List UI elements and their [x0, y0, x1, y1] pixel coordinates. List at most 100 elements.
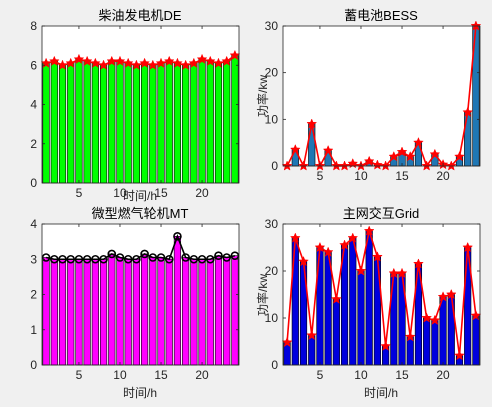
bar-mt-9: [108, 253, 116, 366]
marker-de-23: [221, 55, 233, 66]
marker-mt-19: [189, 254, 199, 264]
bar-de-20: [198, 59, 206, 184]
y-tick-label-mt-2: 2: [30, 288, 37, 302]
bar-grid-12: [373, 256, 381, 366]
chart-title-grid: 主网交互Grid: [343, 206, 420, 221]
marker-mt-8: [99, 254, 108, 264]
x-tick-label-bess-20: 20: [436, 169, 450, 183]
bar-mt-3: [58, 258, 67, 366]
bar-de-7: [91, 62, 99, 184]
bar-mt-7: [91, 258, 99, 366]
bar-grid-19: [431, 320, 439, 366]
marker-bess-18: [421, 160, 433, 171]
marker-de-11: [122, 57, 134, 68]
marker-mt-16: [164, 254, 174, 264]
marker-mt-3: [58, 254, 67, 264]
bar-grid-9: [349, 237, 357, 366]
marker-bess-16: [404, 150, 416, 162]
marker-bess-13: [380, 160, 391, 171]
bar-mt-14: [149, 257, 157, 366]
marker-mt-1: [41, 253, 51, 262]
marker-mt-4: [66, 254, 76, 264]
chart-bess: 蓄电池BESS 5 10 15 20 0 10 20 30 功率/kw: [255, 8, 482, 183]
bar-de-5: [75, 59, 83, 184]
bar-mt-2: [50, 258, 58, 366]
chart-de: 柴油发电机DE 5 10 15 20 0 2 4 6 8 时间/h: [30, 8, 241, 203]
bar-grid-4: [308, 335, 316, 366]
x-tick-label-bess-10: 10: [354, 169, 368, 183]
marker-mt-24: [230, 251, 240, 261]
bar-de-14: [149, 64, 157, 184]
y-tick-label-mt-0: 0: [30, 358, 37, 372]
bar-de-24: [231, 55, 239, 184]
marker-de-6: [81, 55, 93, 66]
marker-mt-5: [74, 254, 84, 264]
marker-grid-23: [462, 241, 474, 253]
y-axis-label-grid: 功率/kw: [255, 274, 270, 316]
marker-de-8: [98, 59, 109, 70]
marker-mt-9: [107, 249, 117, 259]
marker-grid-2: [289, 232, 301, 243]
bar-de-19: [190, 62, 198, 184]
y-tick-label-bess-0: 0: [271, 159, 278, 173]
marker-de-2: [48, 55, 60, 66]
bar-mt-24: [231, 255, 239, 366]
marker-bess-8: [339, 160, 350, 171]
axes-frame-grid: [282, 223, 481, 366]
y-tick-label-bess-30: 30: [265, 19, 279, 33]
bar-de-3: [58, 64, 67, 184]
x-tick-label-grid-20: 20: [436, 368, 450, 382]
bar-de-10: [116, 61, 124, 184]
marker-bess-2: [289, 143, 301, 155]
marker-bess-22: [454, 150, 465, 162]
marker-mt-14: [148, 253, 158, 262]
y-tick-label-mt-4: 4: [30, 217, 37, 231]
marker-mt-18: [181, 253, 190, 262]
marker-grid-3: [298, 255, 309, 267]
marker-grid-12: [372, 251, 383, 262]
marker-de-5: [73, 53, 85, 64]
marker-de-16: [163, 55, 175, 66]
bar-mt-23: [223, 257, 231, 366]
bar-grid-16: [406, 336, 414, 366]
marker-mt-11: [123, 254, 133, 264]
bar-de-18: [182, 64, 190, 184]
bar-mt-19: [190, 258, 198, 366]
bar-mt-12: [132, 258, 140, 366]
axes-frame-bess: [282, 25, 481, 167]
y-axis-label-bess: 功率/kw: [255, 75, 270, 117]
marker-de-17: [172, 57, 183, 68]
bar-mt-4: [67, 258, 75, 366]
x-axis-label-grid: 时间/h: [364, 386, 398, 400]
marker-grid-18: [421, 312, 433, 323]
bar-de-11: [124, 62, 132, 184]
bar-grid-11: [365, 230, 373, 366]
bar-mt-6: [83, 258, 91, 366]
bar-de-6: [83, 61, 91, 184]
x-axis-label-mt: 时间/h: [123, 386, 157, 400]
bar-de-8: [99, 64, 108, 184]
bar-de-23: [223, 61, 231, 184]
y-tick-label-grid-30: 30: [265, 217, 279, 231]
marker-bess-19: [429, 148, 441, 159]
marker-de-12: [131, 59, 142, 70]
marker-de-4: [65, 57, 77, 68]
marker-grid-16: [404, 331, 416, 342]
bar-grid-10: [357, 270, 365, 366]
marker-de-18: [180, 59, 192, 70]
bar-de-12: [132, 64, 140, 184]
bar-grid-21: [447, 294, 455, 366]
marker-mt-2: [50, 254, 59, 264]
marker-grid-15: [396, 267, 408, 278]
x-tick-label-mt-5: 5: [76, 368, 83, 382]
marker-de-19: [188, 57, 200, 68]
marker-de-1: [40, 57, 52, 68]
bar-grid-18: [423, 317, 431, 366]
y-tick-label-de-8: 8: [30, 19, 37, 33]
x-tick-label-mt-15: 15: [154, 368, 168, 382]
marker-bess-15: [396, 146, 408, 157]
marker-grid-10: [355, 265, 367, 276]
plot-area-bess: 5 10 15 20 0 10 20 30: [265, 19, 482, 183]
marker-bess-23: [462, 106, 474, 117]
x-tick-label-mt-10: 10: [113, 368, 127, 382]
